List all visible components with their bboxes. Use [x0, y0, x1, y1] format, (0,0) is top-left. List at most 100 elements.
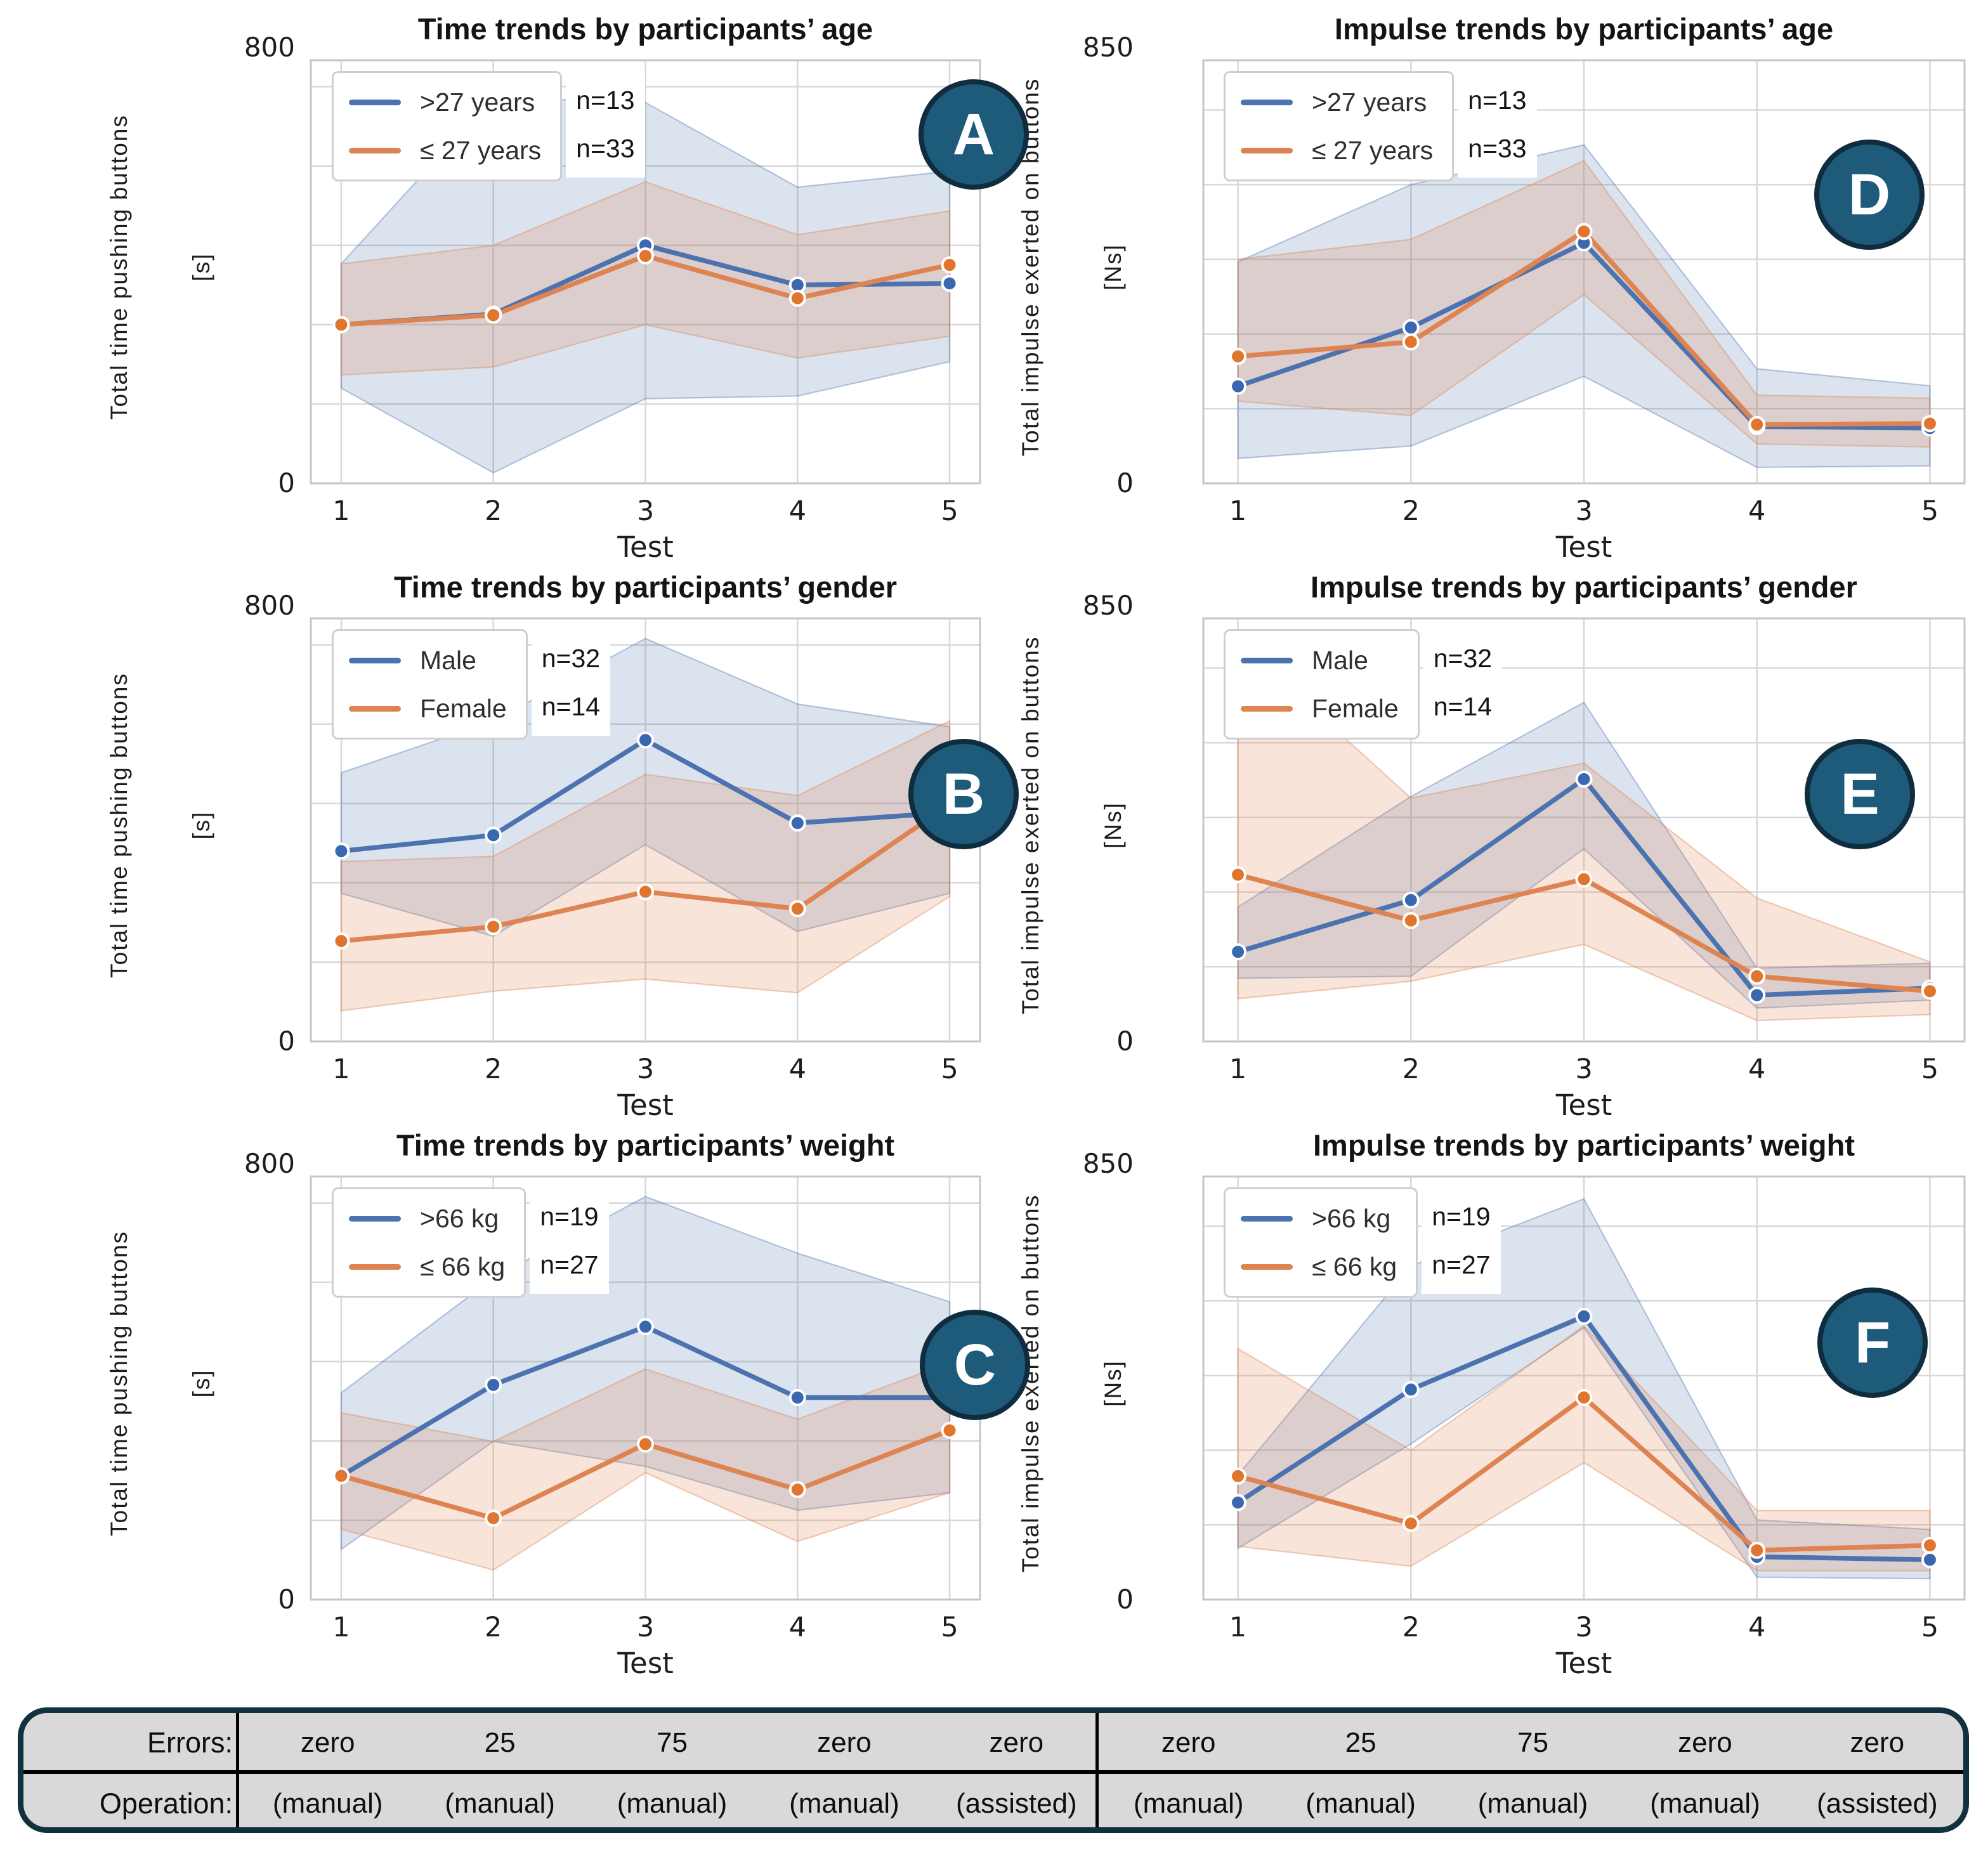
svg-text:4: 4	[1748, 1612, 1765, 1643]
chart-canvas-b: 1 2 3 4 5 Test	[310, 617, 981, 1122]
svg-text:4: 4	[789, 1612, 806, 1643]
svg-text:3: 3	[637, 1053, 654, 1085]
table-cell: 25	[1345, 1727, 1377, 1758]
svg-text:4: 4	[1748, 1053, 1765, 1085]
y-max-tick: 850	[1082, 1148, 1134, 1179]
operation-left-half: (manual) (manual) (manual) (manual) (ass…	[242, 1788, 1102, 1820]
legend: Male Female n=32 n=14	[332, 629, 611, 740]
table-cell: (manual)	[617, 1788, 728, 1819]
table-cell: (manual)	[1650, 1788, 1760, 1819]
table-cell: zero	[1678, 1727, 1732, 1758]
svg-text:4: 4	[1748, 495, 1765, 527]
legend-box: >27 years ≤ 27 years	[1224, 71, 1455, 181]
y-axis-unit: [s]	[188, 252, 214, 282]
errors-left-half: zero 25 75 zero zero	[242, 1727, 1102, 1759]
operation-row: Operation: (manual) (manual) (manual) (m…	[23, 1774, 1963, 1834]
svg-text:2: 2	[1403, 1053, 1420, 1085]
legend-box: >27 years ≤ 27 years	[332, 71, 563, 181]
table-cell: (manual)	[272, 1788, 383, 1819]
svg-text:5: 5	[1921, 495, 1939, 527]
legend-entry: >27 years	[349, 84, 541, 120]
operation-row-label: Operation:	[99, 1787, 233, 1820]
svg-text:Test: Test	[617, 1647, 674, 1680]
legend-entry: Female	[1241, 691, 1399, 726]
blue-line-swatch-icon	[1241, 657, 1293, 663]
svg-text:5: 5	[941, 495, 958, 527]
svg-text:5: 5	[1921, 1053, 1939, 1085]
svg-text:5: 5	[1921, 1612, 1939, 1643]
legend-counts: n=13 n=33	[1458, 71, 1537, 178]
panel-badge-c: C	[920, 1310, 1030, 1420]
orange-line-swatch-icon	[349, 705, 401, 712]
table-cell: (assisted)	[1816, 1788, 1938, 1819]
legend-entry: ≤ 27 years	[349, 133, 541, 168]
summary-table: Errors: zero 25 75 zero zero zero 25 75 …	[18, 1707, 1969, 1833]
legend: >66 kg ≤ 66 kg n=19 n=27	[332, 1187, 609, 1298]
table-cell: 75	[1517, 1727, 1548, 1758]
legend-entry: ≤ 66 kg	[349, 1249, 505, 1284]
svg-text:Test: Test	[1555, 1088, 1612, 1122]
svg-text:1: 1	[1229, 1612, 1246, 1643]
chart-title: Impulse trends by participants’ age	[1334, 12, 1834, 46]
table-label-divider	[236, 1713, 239, 1827]
panel-badge-d: D	[1814, 140, 1925, 250]
orange-line-swatch-icon	[349, 1263, 401, 1270]
legend-counts: n=19 n=27	[1422, 1187, 1501, 1294]
svg-text:1: 1	[332, 1612, 350, 1643]
panel-badge-f: F	[1817, 1288, 1928, 1398]
legend-entry: ≤ 27 years	[1241, 133, 1433, 168]
svg-text:3: 3	[1575, 1053, 1592, 1085]
errors-row: Errors: zero 25 75 zero zero zero 25 75 …	[23, 1713, 1963, 1773]
blue-line-swatch-icon	[349, 1215, 401, 1222]
y-max-tick: 800	[244, 590, 295, 621]
y-axis-label: Total time pushing buttons	[106, 672, 132, 978]
svg-text:1: 1	[1229, 1053, 1246, 1085]
y-min-tick: 0	[278, 1026, 295, 1057]
orange-line-swatch-icon	[1241, 705, 1293, 712]
legend-entry: >66 kg	[1241, 1201, 1397, 1236]
blue-line-swatch-icon	[1241, 1215, 1293, 1222]
panel-d: 1 2 3 4 5 Test Impulse trends by participants…	[994, 0, 1988, 590]
y-axis-unit: [Ns]	[1100, 244, 1126, 290]
legend-box: Male Female	[1224, 629, 1420, 740]
blue-line-swatch-icon	[1241, 99, 1293, 105]
table-cell: zero	[989, 1727, 1044, 1758]
table-cell: (manual)	[789, 1788, 899, 1819]
table-cell: zero	[1161, 1727, 1216, 1758]
svg-text:Test: Test	[617, 1088, 674, 1122]
panel-a: 1 2 3 4 5 Test Time trends by participants’ a…	[0, 0, 1029, 590]
y-axis-unit: [Ns]	[1100, 1360, 1126, 1407]
y-axis-label: Total impulse exerted on buttons	[1017, 636, 1043, 1015]
orange-line-swatch-icon	[1241, 147, 1293, 153]
blue-line-swatch-icon	[349, 99, 401, 105]
svg-text:1: 1	[332, 495, 350, 527]
svg-text:3: 3	[1575, 1612, 1592, 1643]
svg-text:2: 2	[485, 495, 502, 527]
table-cell: 75	[657, 1727, 688, 1758]
y-max-tick: 850	[1082, 590, 1134, 621]
y-min-tick: 0	[1116, 467, 1134, 499]
svg-text:Test: Test	[1555, 530, 1612, 564]
legend: >27 years ≤ 27 years n=13 n=33	[1224, 71, 1537, 181]
chart-title: Time trends by participants’ age	[417, 12, 873, 46]
y-min-tick: 0	[278, 467, 295, 499]
panel-c: 1 2 3 4 5 Test Time trends by participants’ w…	[0, 1116, 1030, 1706]
table-cell: zero	[817, 1727, 872, 1758]
panel-badge-b: B	[908, 739, 1019, 849]
svg-text:5: 5	[941, 1612, 958, 1643]
errors-row-label: Errors:	[147, 1726, 233, 1759]
table-cell: (manual)	[1477, 1788, 1588, 1819]
legend: >27 years ≤ 27 years n=13 n=33	[332, 71, 645, 181]
table-cell: (manual)	[1305, 1788, 1416, 1819]
chart-title: Time trends by participants’ gender	[393, 570, 898, 604]
svg-text:2: 2	[1403, 1612, 1420, 1643]
svg-text:4: 4	[789, 1053, 806, 1085]
y-max-tick: 850	[1082, 32, 1134, 63]
svg-text:3: 3	[637, 495, 654, 527]
chart-title: Impulse trends by participants’ weight	[1312, 1128, 1855, 1162]
table-cell: (assisted)	[955, 1788, 1077, 1819]
panel-badge-a: A	[919, 79, 1029, 190]
legend-entry: >27 years	[1241, 84, 1433, 120]
panel-e: 1 2 3 4 5 Test Impulse trends by participants…	[994, 558, 1988, 1148]
